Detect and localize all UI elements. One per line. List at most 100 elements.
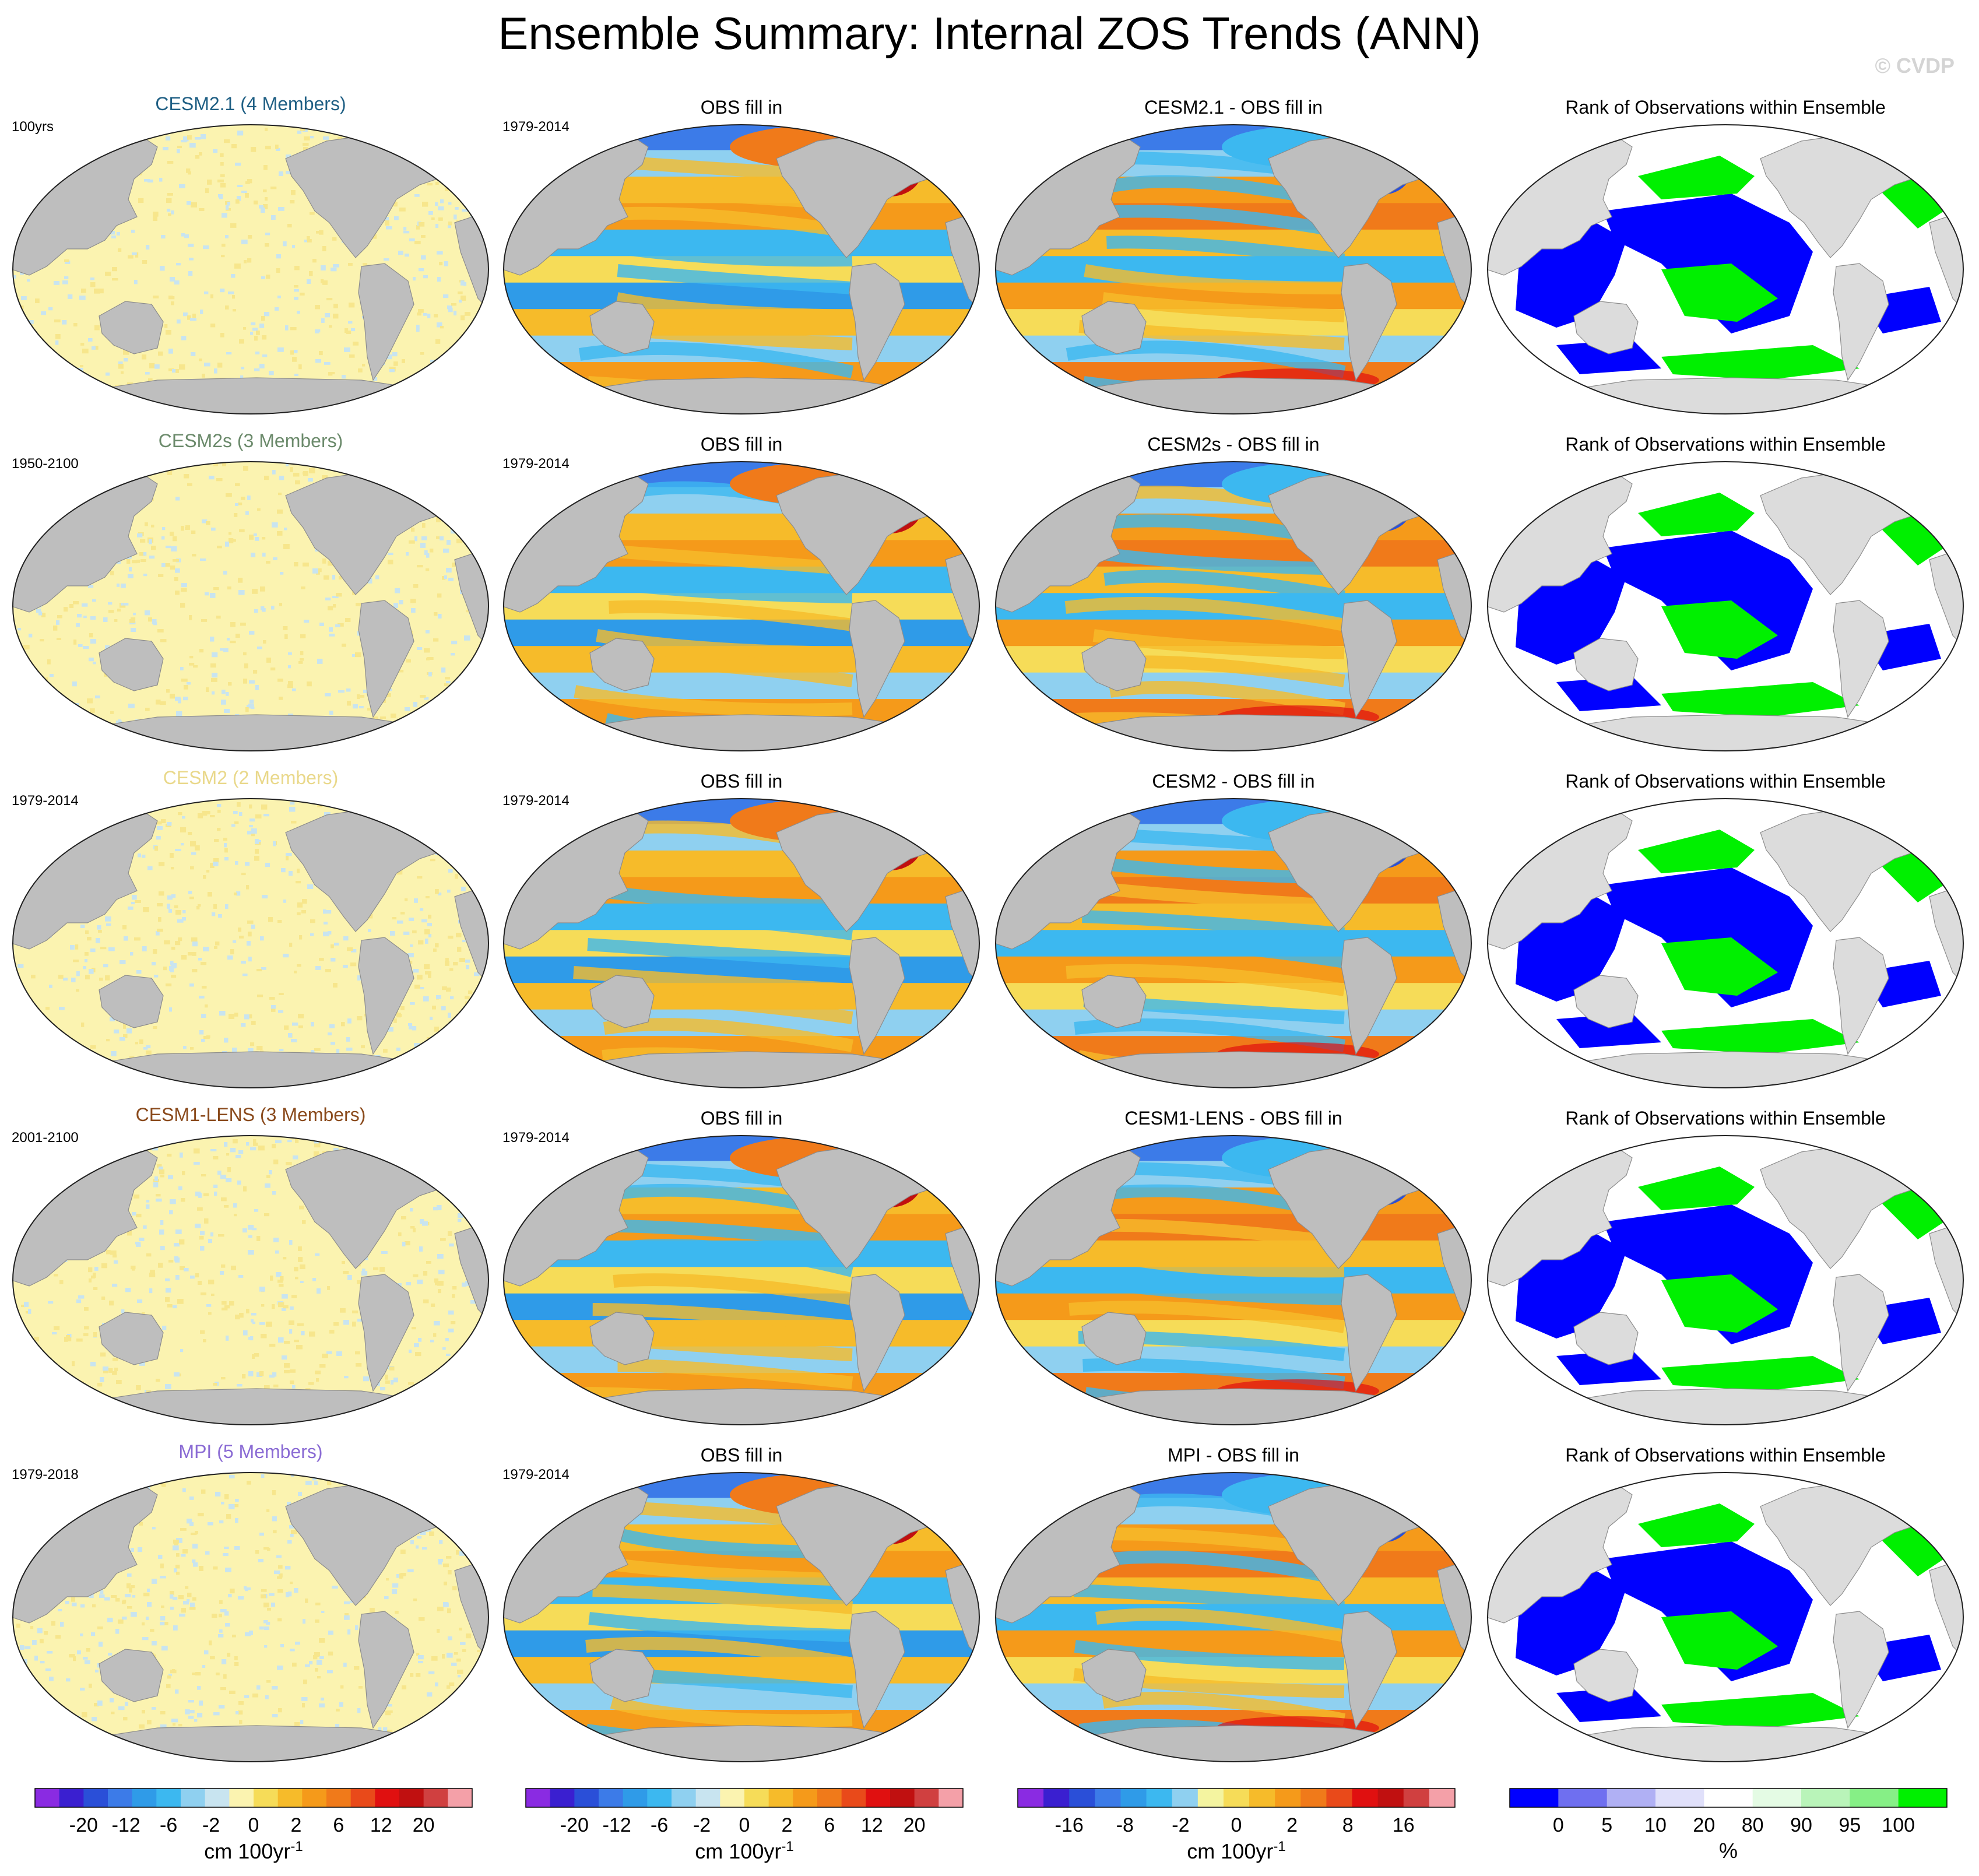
colorbar-swatch (1801, 1789, 1850, 1807)
colorbar-swatch (1197, 1789, 1224, 1807)
colorbar-tick-label: 100 (1882, 1814, 1915, 1836)
colorbar-swatch (1510, 1789, 1559, 1807)
colorbar-swatch (205, 1789, 230, 1807)
model-map (12, 798, 489, 1088)
colorbar-unit-exponent: -1 (290, 1839, 303, 1854)
colorbar-tick-label: 2 (781, 1814, 792, 1836)
rank-map (1487, 1135, 1964, 1425)
colorbar-swatch (1069, 1789, 1095, 1807)
colorbar-unit-label: cm 100yr-1 (137, 1839, 370, 1864)
colorbar-tick-label: -20 (69, 1814, 98, 1836)
model-ensemble-label: MPI (5 Members) (178, 1441, 323, 1462)
colorbar-tick-label: 20 (1693, 1814, 1715, 1836)
colorbar-swatch (793, 1789, 818, 1807)
obs-colorbar: -20 -12 -6 -2 0 2 6 12 20 (525, 1788, 964, 1836)
colorbar-tick-label: 20 (413, 1814, 435, 1836)
model-map (12, 461, 489, 751)
rank-panel-title: Rank of Observations within Ensemble (1565, 97, 1886, 118)
colorbar-tick-label: -2 (1172, 1814, 1189, 1836)
colorbar-swatch (254, 1789, 279, 1807)
colorbar-swatch (672, 1789, 697, 1807)
colorbar-swatch (1120, 1789, 1147, 1807)
colorbar-swatch (1655, 1789, 1704, 1807)
model-map (12, 1135, 489, 1425)
colorbar-swatch (132, 1789, 157, 1807)
colorbar-tick-label: -2 (202, 1814, 220, 1836)
colorbar-swatch (1752, 1789, 1802, 1807)
diff-panel-title: CESM2.1 - OBS fill in (1144, 97, 1323, 118)
colorbar-swatch (574, 1789, 599, 1807)
colorbar-swatch (914, 1789, 939, 1807)
model-period-label: 1979-2014 (12, 793, 79, 809)
rank-map (1487, 124, 1964, 414)
colorbar-swatch (326, 1789, 351, 1807)
colorbar-swatch (1326, 1789, 1353, 1807)
diff-map (995, 1135, 1472, 1425)
colorbar-unit-label: cm 100yr-1 (628, 1839, 861, 1864)
colorbar-swatch (817, 1789, 842, 1807)
colorbar-swatch (841, 1789, 866, 1807)
colorbar-tick-label: -6 (160, 1814, 177, 1836)
diff-panel-title: CESM2 - OBS fill in (1152, 771, 1315, 792)
colorbar-tick-label: -6 (651, 1814, 668, 1836)
colorbar-tick-label: -16 (1055, 1814, 1084, 1836)
rank-map (1487, 798, 1964, 1088)
colorbar-swatch (423, 1789, 448, 1807)
model-period-label: 100yrs (12, 119, 54, 135)
colorbar-swatch (83, 1789, 108, 1807)
colorbar-swatch (1043, 1789, 1070, 1807)
rank-panel-title: Rank of Observations within Ensemble (1565, 1445, 1886, 1466)
colorbar-swatch (890, 1789, 915, 1807)
model-ensemble-label: CESM1-LENS (3 Members) (135, 1104, 366, 1125)
rank-panel-title: Rank of Observations within Ensemble (1565, 771, 1886, 792)
colorbar-swatch (399, 1789, 424, 1807)
colorbar-tick-label: 0 (1231, 1814, 1242, 1836)
colorbar-swatch (768, 1789, 793, 1807)
colorbar-tick-label: 0 (739, 1814, 750, 1836)
colorbar-tick-label: 20 (904, 1814, 926, 1836)
cvdp-credit: © CVDP (1875, 54, 1955, 78)
obs-period-label: 1979-2014 (502, 793, 570, 809)
colorbar-tick-label: -12 (603, 1814, 631, 1836)
colorbar-tick-label: 5 (1601, 1814, 1612, 1836)
colorbar-swatch (1377, 1789, 1404, 1807)
colorbar-unit-text: cm 100yr (695, 1839, 782, 1863)
colorbar-tick-label: -12 (112, 1814, 140, 1836)
colorbar-unit-label: cm 100yr-1 (1120, 1839, 1353, 1864)
colorbar-swatch (59, 1789, 84, 1807)
colorbar-swatch (229, 1789, 254, 1807)
diff-colorbar: -16 -8 -2 0 2 8 16 (1017, 1788, 1456, 1836)
colorbar-swatch (866, 1789, 891, 1807)
colorbar-swatch (1403, 1789, 1430, 1807)
rank-colorbar: 0 5 10 20 80 90 95 100 (1509, 1788, 1948, 1836)
colorbar-swatch (720, 1789, 745, 1807)
colorbar-swatch (695, 1789, 720, 1807)
rank-panel-title: Rank of Observations within Ensemble (1565, 434, 1886, 455)
obs-map (503, 124, 980, 414)
obs-period-label: 1979-2014 (502, 456, 570, 472)
rank-map (1487, 461, 1964, 751)
diff-panel-title: CESM1-LENS - OBS fill in (1124, 1108, 1342, 1129)
model-colorbar: -20 -12 -6 -2 0 2 6 12 20 (34, 1788, 473, 1836)
colorbar-tick-label: 12 (370, 1814, 392, 1836)
colorbar-swatch (1172, 1789, 1198, 1807)
colorbar-tick-label: 12 (861, 1814, 883, 1836)
colorbar-unit-label: % (1612, 1839, 1845, 1863)
colorbar-unit-exponent: -1 (1273, 1839, 1286, 1854)
colorbar-tick-label: 0 (248, 1814, 259, 1836)
colorbar-swatch (1095, 1789, 1121, 1807)
colorbar-tick-label: 95 (1839, 1814, 1861, 1836)
model-period-label: 2001-2100 (12, 1130, 79, 1146)
colorbar-swatch (1018, 1789, 1044, 1807)
diff-panel-title: CESM2s - OBS fill in (1147, 434, 1320, 455)
obs-map (503, 461, 980, 751)
model-ensemble-label: CESM2.1 (4 Members) (155, 93, 346, 114)
colorbar-swatch (599, 1789, 624, 1807)
colorbar-swatch (1558, 1789, 1608, 1807)
model-ensemble-label: CESM2s (3 Members) (158, 430, 343, 451)
colorbar-tick-label: 16 (1393, 1814, 1415, 1836)
colorbar-tick-label: 80 (1742, 1814, 1764, 1836)
main-title: Ensemble Summary: Internal ZOS Trends (A… (498, 8, 1481, 59)
model-map (12, 124, 489, 414)
colorbar-swatch (277, 1789, 303, 1807)
